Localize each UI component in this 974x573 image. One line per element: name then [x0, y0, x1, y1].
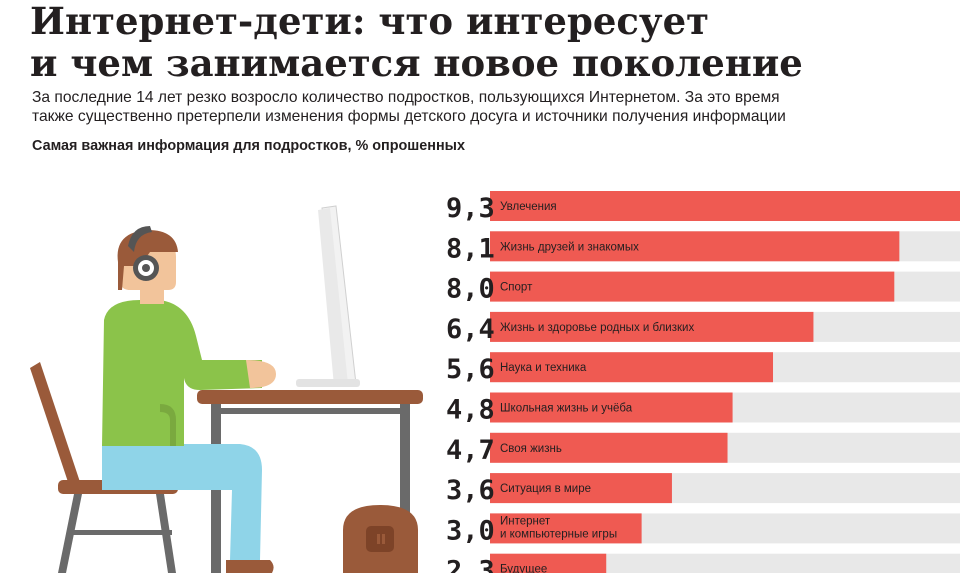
- bar-value-label: 8,0: [446, 274, 495, 305]
- bar-value-label: 4,8: [446, 395, 495, 426]
- bar-category-label: Жизнь друзей и знакомых: [500, 241, 639, 253]
- bar-category-label: Наука и техника: [500, 362, 587, 374]
- bar-value-label: 3,6: [446, 475, 495, 506]
- bar-value-label: 4,7: [446, 435, 495, 466]
- bar: [490, 553, 607, 573]
- bar-row: 3,6 Ситуация в мире: [446, 473, 960, 506]
- bar-row: 9,3 Увлечения: [446, 191, 960, 224]
- bar-row: 5,6 Наука и техника: [446, 352, 960, 385]
- bar-category-label: Школьная жизнь и учёба: [500, 403, 633, 415]
- lead-line-1: За последние 14 лет резко возросло колич…: [32, 89, 780, 106]
- bar-row: 4,8 Школьная жизнь и учёба: [446, 392, 960, 426]
- bar-value-label: 8,1: [446, 233, 495, 264]
- bar: [490, 191, 960, 221]
- title-line-1: Интернет-дети: что интересует: [30, 0, 710, 43]
- title-line-2: и чем занимается новое поколение: [30, 41, 803, 85]
- chart-subtitle: Самая важная информация для подростков, …: [32, 138, 465, 154]
- monitor-icon: [296, 205, 360, 387]
- bar-value-label: 3,0: [446, 515, 495, 546]
- bar: [490, 231, 900, 262]
- bar: [490, 392, 733, 423]
- bar: [490, 513, 642, 544]
- backpack-icon: [343, 505, 418, 573]
- bar: [490, 311, 814, 342]
- bar-value-label: 6,4: [446, 314, 495, 345]
- bar-row: 6,4 Жизнь и здоровье родных и близких: [446, 311, 960, 345]
- bar-category-label: Жизнь и здоровье родных и близких: [500, 322, 694, 334]
- bar-track: [490, 553, 960, 573]
- bar-row: 2,3 Будущее: [446, 553, 960, 573]
- bar-category-label: Увлечения: [500, 201, 557, 213]
- bar-category-label: Интернет: [500, 515, 551, 527]
- page-title: Интернет-дети: что интересует и чем зани…: [30, 0, 960, 84]
- lead-text: За последние 14 лет резко возросло колич…: [32, 88, 962, 126]
- bar: [490, 432, 728, 463]
- bar-category-label: Своя жизнь: [500, 443, 562, 455]
- bar: [490, 473, 672, 504]
- bar-value-label: 5,6: [446, 354, 495, 385]
- bar-category-label: Будущее: [500, 564, 547, 573]
- bar: [490, 271, 895, 302]
- bar-value-label: 2,3: [446, 556, 495, 573]
- bar-value-label: 9,3: [446, 193, 495, 224]
- bar-row: 4,7 Своя жизнь: [446, 432, 960, 466]
- bar-category-label: Ситуация в мире: [500, 483, 591, 495]
- teen-figure: [102, 226, 276, 573]
- lead-line-2: также существенно претерпели изменения ф…: [32, 108, 786, 125]
- bar-row: 8,0 Спорт: [446, 271, 960, 305]
- bar-row: 8,1 Жизнь друзей и знакомых: [446, 231, 960, 264]
- bar-category-label: и компьютерные игры: [500, 528, 617, 540]
- bar-category-label: Спорт: [500, 282, 533, 294]
- bar: [490, 352, 774, 383]
